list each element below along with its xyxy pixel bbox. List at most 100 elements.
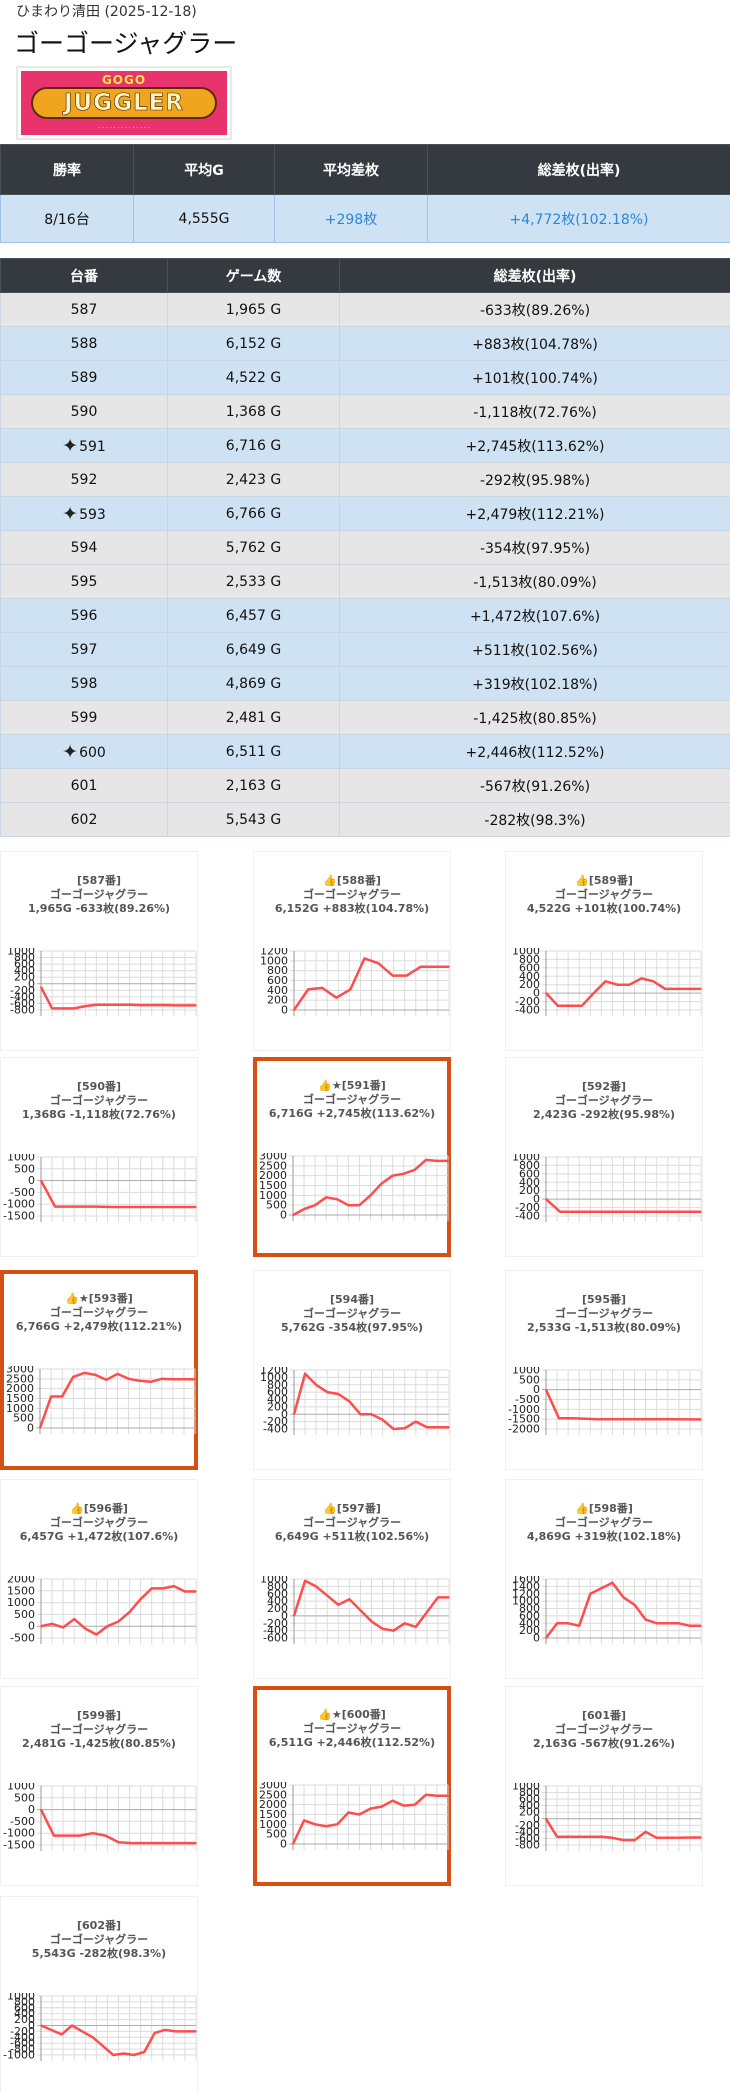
data-point [117,1003,120,1006]
y-tick-label: 1000 [259,1818,287,1831]
data-point [648,1418,651,1420]
chart-title: [602番] [76,1919,122,1932]
games-cell: 1,368 G [167,394,340,429]
machine-no-cell: 596 [0,598,168,633]
y-tick-label: -1000 [508,1403,540,1416]
data-point [110,1206,113,1208]
summary-avg-games: 4,555G [133,194,275,243]
machine-chart-card: 👍[598番] ゴーゴージャグラー 4,869G +319枚(102.18%) 160… [505,1479,703,1679]
data-point [652,980,655,983]
y-tick-label: 800 [519,953,540,966]
y-tick-label: 1600 [512,1576,540,1586]
data-point [359,1413,362,1416]
games-cell: 6,716 G [167,428,340,463]
y-tick-label: 500 [14,1608,35,1621]
data-point [635,1418,638,1420]
data-point [349,988,352,991]
y-tick-label: 0 [28,2019,35,2032]
data-point [629,1210,632,1213]
y-tick-label: 0 [280,1838,287,1851]
y-tick-label: 800 [519,1602,540,1615]
data-point [359,1609,362,1612]
y-tick-label: 1000 [7,1783,35,1793]
data-point [425,1794,427,1796]
y-tick-label: -200 [263,1415,288,1428]
y-tick-label: 1000 [260,954,288,967]
chart-title: [601番] [581,1709,627,1722]
data-point [50,2029,53,2031]
data-point [655,1836,658,1839]
y-tick-label: 0 [28,1174,35,1187]
data-point [545,1817,547,1820]
chart-machine-name: ゴーゴージャグラー [302,1093,402,1106]
data-point [91,1832,94,1834]
data-point [133,2054,135,2056]
games-cell: 6,457 G [167,598,340,633]
data-point [616,983,619,986]
data-point [138,1380,141,1382]
data-point [139,1004,142,1006]
data-point [293,1413,295,1416]
chart-title: [587番] [76,874,122,887]
data-point [414,1626,417,1628]
y-tick-label: 400 [14,964,35,977]
logo-sub-text: · · · · · · · · · · · · · · [98,125,150,132]
y-tick-label: -500 [515,1393,540,1406]
data-point [94,1374,97,1376]
data-point [622,1839,625,1841]
y-tick-label: -500 [10,1815,35,1828]
data-point [149,1380,152,1383]
total-diff-cell: -567枚(91.26%) [339,768,730,803]
machine-no: 599 [70,709,98,726]
total-diff-cell: +511枚(102.56%) [339,632,730,667]
machine-no-cell: 602 [0,802,168,837]
y-tick-label: 1000 [260,1576,288,1586]
data-point [102,2045,104,2047]
data-point [156,1842,159,1844]
data-point [589,1836,592,1838]
y-tick-label: 800 [14,1995,35,2008]
data-point [184,1590,186,1593]
series-line [39,1180,196,1209]
sparkle-icon: ✦ [62,502,79,525]
page-title: ゴーゴージャグラー [14,29,238,58]
sparkle-icon: ✦ [62,740,79,763]
y-tick-label: 200 [267,1400,288,1413]
total-diff-cell: +883枚(104.78%) [339,326,730,361]
machine-no: 589 [70,369,98,386]
y-tick-label: -800 [515,1839,540,1852]
data-point [448,1426,450,1428]
data-point [672,1210,674,1213]
y-tick-label: 600 [519,961,540,974]
chart-stat: 6,152G +883枚(104.78%) [274,902,430,915]
data-point [587,1210,590,1213]
y-tick-label: 1000 [6,1402,34,1415]
data-point [363,957,366,960]
machine-chart-card: 👍★[591番] ゴーゴージャグラー 6,716G +2,745枚(113.62%)… [253,1057,451,1257]
chart-title: [595番] [581,1293,627,1306]
y-tick-label: 0 [281,1408,288,1421]
y-tick-label: 200 [519,1806,540,1819]
y-tick-label: 0 [28,977,35,990]
y-tick-label: -1000 [3,1198,35,1211]
chart-title: [599番] [76,1709,122,1722]
data-point [173,1004,175,1007]
series-line [40,2024,196,2057]
data-point [425,1159,427,1161]
table-row: 589 4,522 G +101枚(100.74%) [0,360,730,395]
data-point [392,1428,395,1430]
data-point [117,1841,120,1843]
y-tick-label: 600 [267,1386,288,1399]
y-tick-label: 0 [533,1383,540,1396]
machine-chart-card: [587番] ゴーゴージャグラー 1,965G -633枚(89.26%) 1000 8… [0,851,198,1051]
table-row: ✦593 6,766 G +2,479枚(112.21%) [0,496,730,531]
y-tick-label: -800 [10,1004,35,1017]
machine-no: 598 [70,675,98,692]
data-point [578,1625,581,1627]
y-tick-label: 1000 [260,1371,288,1384]
data-point [164,2029,166,2031]
data-point [315,1383,317,1386]
data-point [40,1808,42,1811]
